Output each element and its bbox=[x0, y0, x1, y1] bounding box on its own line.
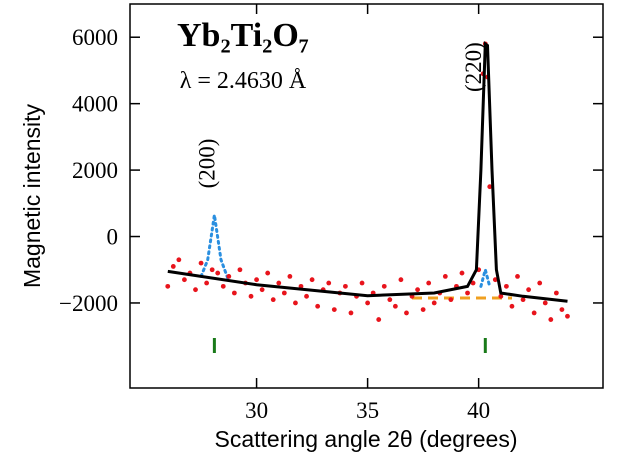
data-point bbox=[270, 297, 276, 303]
data-point bbox=[553, 290, 559, 296]
chart-title: Yb₂Ti₂O₇ bbox=[177, 17, 309, 54]
data-point bbox=[531, 310, 537, 316]
data-point bbox=[176, 257, 182, 263]
data-point bbox=[381, 283, 387, 289]
fit-line bbox=[167, 41, 568, 303]
data-point bbox=[309, 277, 315, 283]
data-point bbox=[287, 273, 293, 279]
fit-line bbox=[199, 214, 492, 288]
data-point bbox=[365, 300, 371, 306]
data-point bbox=[426, 280, 432, 286]
data-point bbox=[348, 310, 354, 316]
data-point bbox=[226, 273, 232, 279]
data-point bbox=[304, 293, 309, 299]
data-point bbox=[415, 287, 420, 293]
y-tick-label: 2000 bbox=[72, 158, 118, 183]
data-point bbox=[209, 267, 215, 273]
x-axis-label: Scattering angle 2θ (degrees) bbox=[214, 426, 517, 452]
data-point bbox=[431, 300, 437, 306]
data-point bbox=[387, 297, 393, 303]
y-axis-label: Magnetic intensity bbox=[19, 103, 45, 288]
data-point bbox=[520, 297, 526, 303]
data-point bbox=[343, 283, 348, 289]
data-point bbox=[220, 283, 226, 289]
data-point bbox=[331, 307, 337, 313]
data-point bbox=[404, 310, 409, 316]
data-point bbox=[448, 297, 454, 303]
data-point bbox=[548, 317, 554, 322]
data-point bbox=[487, 184, 493, 190]
data-point bbox=[498, 293, 504, 299]
x-tick-label: 30 bbox=[245, 398, 268, 423]
data-point bbox=[170, 264, 176, 269]
data-point bbox=[492, 277, 498, 283]
data-point bbox=[565, 313, 570, 319]
data-point bbox=[276, 280, 282, 286]
data-point bbox=[315, 303, 321, 309]
wavelength: λ = 2.4630 Å bbox=[180, 68, 307, 94]
y-tick-label: 4000 bbox=[72, 92, 118, 117]
data-point bbox=[165, 283, 171, 289]
data-point bbox=[504, 283, 509, 289]
data-point bbox=[398, 277, 404, 283]
data-point bbox=[182, 277, 187, 283]
data-point bbox=[193, 287, 198, 293]
y-tick-label: 6000 bbox=[72, 25, 118, 50]
data-point bbox=[231, 290, 237, 296]
data-point bbox=[559, 307, 565, 313]
data-point bbox=[359, 280, 365, 286]
peak-label: (200) bbox=[194, 139, 219, 189]
data-point bbox=[537, 280, 543, 286]
y-tick-label: −2000 bbox=[59, 291, 118, 316]
data-point bbox=[237, 267, 243, 273]
data-point bbox=[326, 280, 332, 286]
data-point bbox=[465, 290, 470, 296]
data-point bbox=[204, 280, 210, 286]
data-point bbox=[442, 273, 448, 279]
data-point bbox=[459, 270, 465, 276]
data-point bbox=[509, 303, 515, 309]
data-point bbox=[376, 317, 382, 322]
data-point bbox=[470, 280, 476, 286]
x-tick-label: 35 bbox=[356, 398, 379, 423]
data-point bbox=[281, 290, 287, 296]
data-point bbox=[515, 273, 520, 279]
data-point bbox=[293, 300, 298, 306]
data-point bbox=[392, 303, 398, 309]
peak-label: (220) bbox=[461, 42, 486, 92]
data-point bbox=[198, 260, 204, 266]
y-tick-label: 0 bbox=[107, 225, 119, 250]
data-point bbox=[526, 287, 532, 293]
data-point bbox=[542, 300, 548, 306]
data-point bbox=[248, 293, 254, 299]
data-point bbox=[420, 307, 426, 313]
data-point bbox=[259, 287, 265, 293]
data-point bbox=[254, 277, 259, 283]
data-point bbox=[265, 270, 271, 276]
data-point bbox=[215, 270, 221, 276]
plot-frame bbox=[129, 3, 604, 389]
x-tick-label: 40 bbox=[467, 398, 490, 423]
